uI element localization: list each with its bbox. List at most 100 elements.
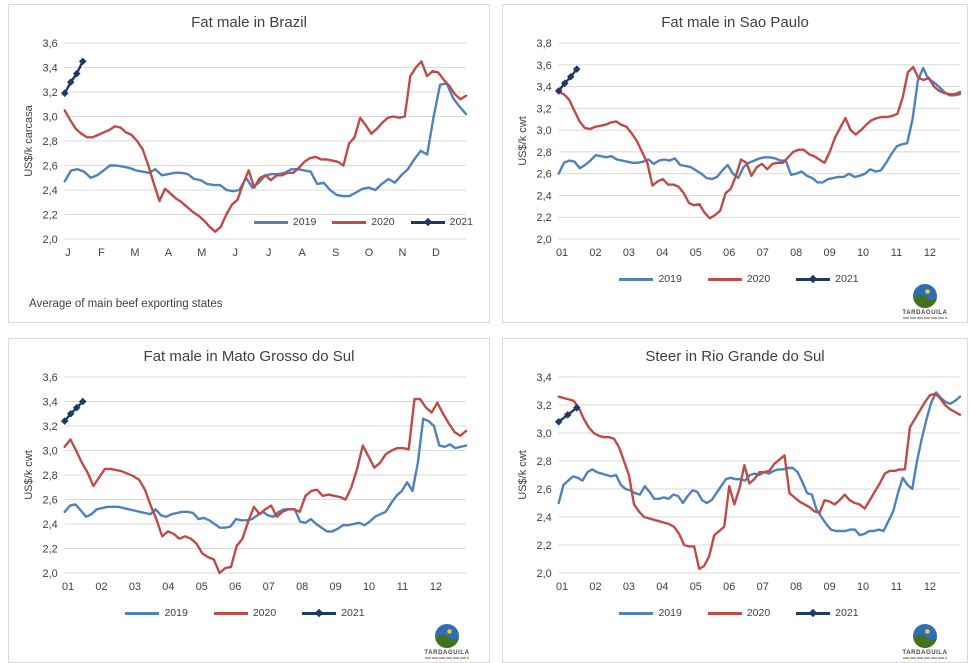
svg-text:05: 05 <box>690 581 702 593</box>
svg-text:2,2: 2,2 <box>537 540 552 552</box>
legend-label: 2021 <box>341 607 365 619</box>
chart-footnote: Average of main beef exporting states <box>29 298 223 310</box>
legend-item-2019: 2019 <box>125 607 188 619</box>
legend-line-sample <box>707 276 742 283</box>
svg-text:3,4: 3,4 <box>43 396 58 408</box>
svg-text:J: J <box>65 247 70 259</box>
svg-text:12: 12 <box>430 581 442 593</box>
svg-text:M: M <box>130 247 139 259</box>
svg-text:N: N <box>399 247 407 259</box>
svg-text:08: 08 <box>296 581 308 593</box>
svg-text:3,2: 3,2 <box>537 400 552 412</box>
legend-item-2021: 2021 <box>302 607 365 619</box>
svg-text:F: F <box>98 247 105 259</box>
logo-text: TARDAGUILA <box>424 650 470 656</box>
chart-plot-area: US$/k cwt 2,0 2,2 2,4 2,6 2,8 3,0 3,2 3,4 3,6 3,8… <box>513 35 967 263</box>
svg-text:D: D <box>432 247 440 259</box>
svg-text:11: 11 <box>891 581 902 593</box>
legend-line-sample <box>410 217 445 227</box>
y-axis-label: US$/k cwt <box>23 450 35 500</box>
svg-text:01: 01 <box>62 581 74 593</box>
globe-icon <box>435 624 459 648</box>
svg-text:3,6: 3,6 <box>537 60 552 72</box>
svg-text:04: 04 <box>656 247 668 259</box>
chart-title: Fat male in Mato Grosso do Sul <box>143 348 355 365</box>
svg-text:12: 12 <box>924 247 936 259</box>
legend-line-sample <box>213 610 248 617</box>
tardaguila-logo: TARDAGUILA <box>893 623 957 659</box>
y-axis-label: US$/k cwt <box>517 116 529 166</box>
legend-item-2020: 2020 <box>707 273 771 285</box>
svg-text:12: 12 <box>924 581 936 593</box>
diamond-marker-icon <box>808 274 818 284</box>
globe-icon <box>913 624 937 648</box>
chart-panel-brazil: Fat male in Brazil US$/k carcasa 2,0 2,2 2… <box>8 4 490 323</box>
logo-text: TARDAGUILA <box>902 310 948 316</box>
svg-text:3,0: 3,0 <box>537 428 552 440</box>
legend-item-2020: 2020 <box>707 607 771 619</box>
line-chart: 2,0 2,2 2,4 2,6 2,8 3,0 3,2 3,4 01 02 03 04 05 06 07 08… <box>537 372 962 593</box>
chart-title: Steer in Rio Grande do Sul <box>645 348 825 365</box>
legend-line-sample <box>302 608 337 618</box>
legend-item-2019: 2019 <box>619 607 682 619</box>
svg-text:07: 07 <box>263 581 275 593</box>
svg-text:07: 07 <box>757 247 769 259</box>
svg-text:3,2: 3,2 <box>43 421 58 433</box>
globe-icon <box>913 284 937 308</box>
svg-text:2,4: 2,4 <box>43 519 58 531</box>
svg-text:O: O <box>365 247 374 259</box>
svg-text:02: 02 <box>589 247 601 259</box>
svg-text:03: 03 <box>623 247 635 259</box>
svg-text:09: 09 <box>330 581 342 593</box>
svg-text:2,0: 2,0 <box>537 234 552 246</box>
svg-text:3,4: 3,4 <box>537 82 552 94</box>
tardaguila-logo: TARDAGUILA <box>415 623 479 659</box>
legend-label: 2020 <box>746 273 771 285</box>
svg-text:A: A <box>299 247 307 259</box>
legend-item-2021: 2021 <box>796 273 859 285</box>
svg-text:08: 08 <box>790 581 802 593</box>
legend-item-2019: 2019 <box>253 216 316 228</box>
legend-item-2021: 2021 <box>796 607 859 619</box>
svg-text:06: 06 <box>723 581 735 593</box>
svg-text:J: J <box>233 247 238 259</box>
svg-text:02: 02 <box>95 581 107 593</box>
svg-text:2,2: 2,2 <box>43 543 58 555</box>
svg-text:01: 01 <box>556 247 568 259</box>
chart-legend: 2019 2020 2021 <box>253 216 473 228</box>
legend-line-sample <box>253 219 288 226</box>
svg-text:2,8: 2,8 <box>43 470 58 482</box>
svg-text:2,0: 2,0 <box>43 234 58 246</box>
svg-text:3,0: 3,0 <box>43 445 58 457</box>
svg-text:2,4: 2,4 <box>43 185 58 197</box>
legend-line-sample <box>619 276 654 283</box>
y-axis-label: US$/k carcasa <box>23 105 35 177</box>
chart-plot-area: US$/k cwt 2,0 2,2 2,4 2,6 2,8 3,0 3,2 3,4 01 02 03… <box>513 369 967 597</box>
legend-item-2020: 2020 <box>332 216 395 228</box>
line-chart: 2,0 2,2 2,4 2,6 2,8 3,0 3,2 3,4 3,6 J F M A M J J A S O N D <box>43 38 468 259</box>
svg-text:2,2: 2,2 <box>43 209 58 221</box>
svg-text:3,6: 3,6 <box>43 372 58 384</box>
svg-text:2,6: 2,6 <box>537 169 552 181</box>
svg-text:03: 03 <box>129 581 141 593</box>
legend-label: 2020 <box>252 607 277 619</box>
svg-text:08: 08 <box>790 247 802 259</box>
legend-line-sample <box>796 608 831 618</box>
y-axis-label: US$/k cwt <box>517 450 529 500</box>
svg-text:03: 03 <box>623 581 635 593</box>
svg-text:02: 02 <box>589 581 601 593</box>
svg-text:04: 04 <box>162 581 174 593</box>
svg-text:05: 05 <box>196 581 208 593</box>
legend-label: 2020 <box>746 607 771 619</box>
svg-text:M: M <box>197 247 206 259</box>
svg-text:10: 10 <box>857 247 869 259</box>
svg-text:2,8: 2,8 <box>537 456 552 468</box>
logo-subtext-strip <box>903 657 947 659</box>
legend-item-2021: 2021 <box>410 216 473 228</box>
svg-text:2,6: 2,6 <box>43 160 58 172</box>
svg-text:2,6: 2,6 <box>43 494 58 506</box>
svg-text:3,6: 3,6 <box>43 38 58 50</box>
svg-text:11: 11 <box>397 581 408 593</box>
tardaguila-logo: TARDAGUILA <box>893 283 957 319</box>
